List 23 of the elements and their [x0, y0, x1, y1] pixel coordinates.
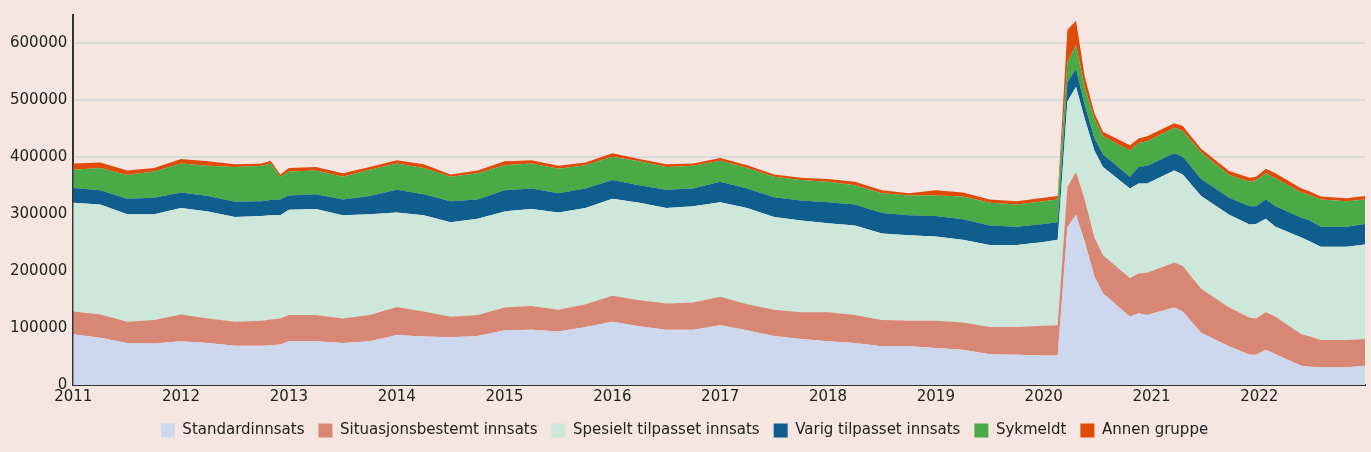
- x-tick-label: 2018: [808, 386, 848, 405]
- y-tick-label: 600000: [10, 33, 68, 52]
- x-tick-label: 2021: [1132, 386, 1171, 405]
- y-tick-label: 100000: [10, 317, 68, 336]
- x-tick-label: 2012: [161, 386, 201, 405]
- legend-label: Standardinnsats: [182, 420, 305, 439]
- y-tick-label: 300000: [10, 204, 68, 223]
- legend-label: Annen gruppe: [1101, 420, 1209, 439]
- y-tick-label: 200000: [10, 261, 68, 280]
- x-tick-label: 2022: [1240, 386, 1279, 405]
- x-tick-label: 2015: [485, 386, 524, 405]
- legend-label: Spesielt tilpasset innsats: [573, 420, 760, 439]
- x-tick-label: 2016: [593, 386, 632, 405]
- x-tick-label: 2013: [269, 386, 308, 405]
- y-tick-label: 400000: [10, 147, 68, 166]
- x-tick-label: 2019: [916, 386, 955, 405]
- y-tick-label: 500000: [10, 90, 68, 109]
- legend-label: Sykmeldt: [995, 420, 1067, 439]
- x-tick-label: 2014: [377, 386, 416, 405]
- legend-label: Varig tilpasset innsats: [795, 420, 961, 439]
- x-tick-label: 2017: [701, 386, 740, 405]
- legend-label: Situasjonsbestemt innsats: [339, 420, 538, 439]
- x-tick-label: 2020: [1024, 386, 1063, 405]
